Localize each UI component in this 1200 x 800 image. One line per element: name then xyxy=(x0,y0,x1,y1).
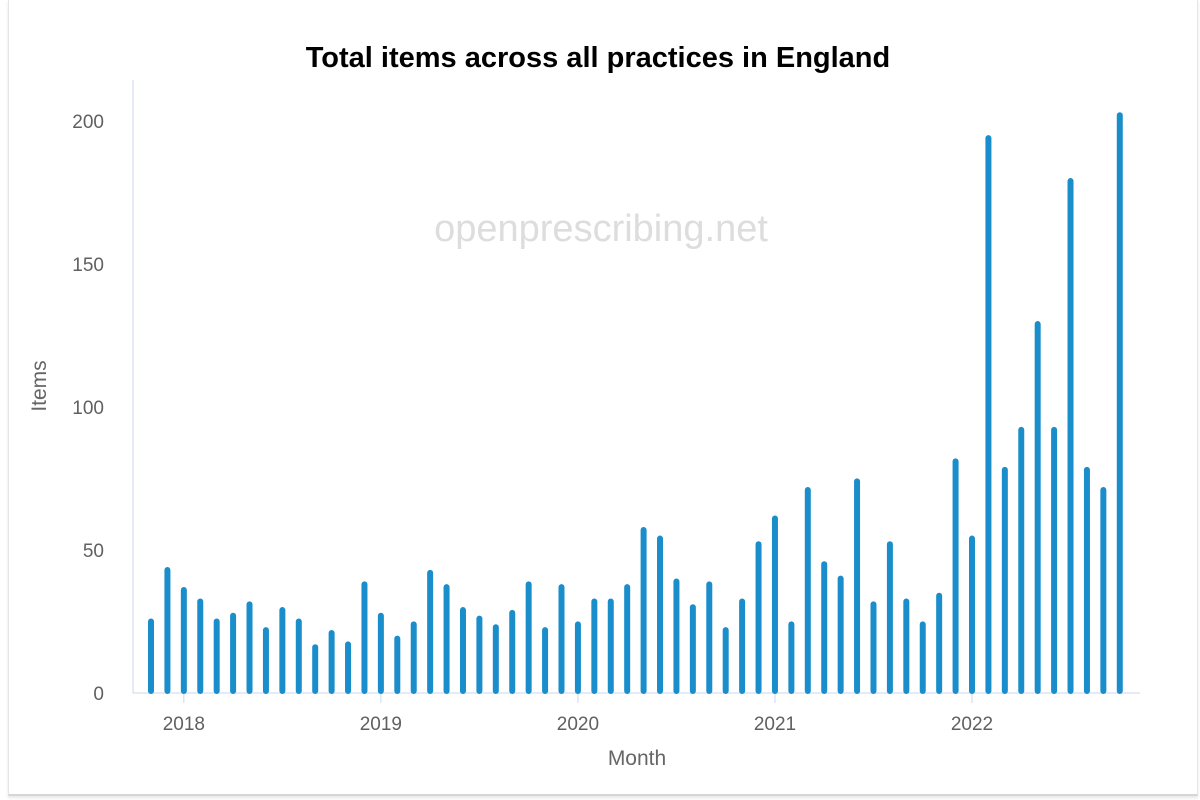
x-tick-label: 2021 xyxy=(754,714,796,735)
y-tick-label: 100 xyxy=(72,398,104,419)
chart-card xyxy=(8,0,1198,796)
bars-series xyxy=(148,112,1123,694)
x-tick-label: 2022 xyxy=(951,714,993,735)
y-axis-title: Items xyxy=(28,360,51,411)
y-tick-label: 200 xyxy=(72,112,104,133)
x-tick-label: 2019 xyxy=(360,714,402,735)
y-tick-label: 50 xyxy=(83,541,104,562)
y-tick-label: 150 xyxy=(72,255,104,276)
chart-title: Total items across all practices in Engl… xyxy=(306,42,891,74)
watermark: openprescribing.net xyxy=(434,208,768,250)
x-tick-label: 2020 xyxy=(557,714,599,735)
x-axis-ticks: 2018 2019 2020 2021 2022 xyxy=(163,693,993,735)
x-tick-label: 2018 xyxy=(163,714,205,735)
x-axis-title: Month xyxy=(608,747,666,770)
y-axis-ticks: 0 50 100 150 200 xyxy=(72,112,104,705)
y-tick-label: 0 xyxy=(93,684,104,705)
